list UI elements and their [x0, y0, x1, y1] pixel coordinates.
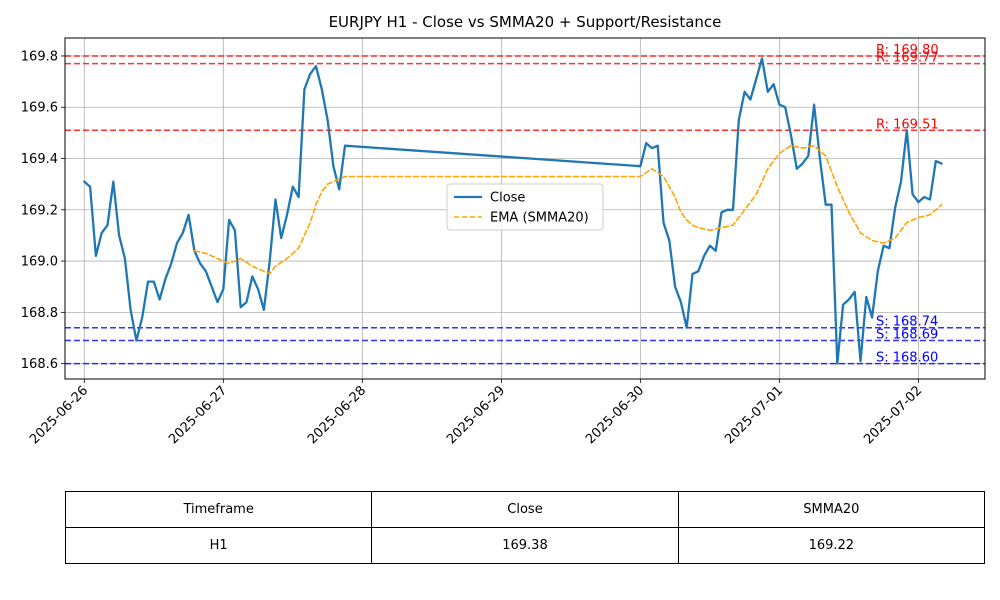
x-tick-label: 2025-06-26 — [27, 383, 91, 447]
y-axis: 168.6 168.8 169.0 169.2 169.4 169.6 169.8 — [21, 49, 65, 372]
chart-svg: EURJPY H1 - Close vs SMMA20 + Support/Re… — [21, 13, 986, 447]
legend-label-smma: EMA (SMMA20) — [490, 211, 589, 226]
table-header-cell: Close — [371, 491, 679, 528]
x-tick-label: 2025-06-27 — [166, 383, 230, 447]
table-header-cell: SMMA20 — [677, 491, 986, 528]
table-cell: H1 — [64, 527, 373, 564]
x-tick-label: 2025-06-28 — [305, 383, 369, 447]
support-label: S: 168.60 — [876, 351, 938, 366]
legend-label-close: Close — [490, 191, 525, 206]
y-tick-label: 169.8 — [21, 49, 58, 64]
legend-box — [446, 183, 604, 231]
y-tick-label: 169.4 — [21, 152, 58, 167]
y-tick-label: 168.8 — [21, 306, 58, 321]
plot-frame — [64, 37, 986, 380]
close-series-line — [83, 57, 943, 365]
table-row: H1 169.38 169.22 — [64, 527, 986, 564]
x-tick-label: 2025-06-29 — [444, 383, 508, 447]
legend: Close EMA (SMMA20) — [446, 183, 604, 231]
smma-series-line — [193, 144, 943, 275]
x-tick-label: 2025-07-02 — [861, 383, 925, 447]
level-labels: R: 169.80R: 169.77R: 169.51S: 168.74S: 1… — [876, 43, 939, 366]
support-label: S: 168.74 — [876, 315, 938, 330]
table-header-cell: Timeframe — [64, 491, 373, 528]
table-cell: 169.22 — [677, 527, 986, 564]
resistance-label: R: 169.51 — [876, 117, 939, 132]
summary-table: Timeframe Close SMMA20 H1 169.38 169.22 — [64, 491, 986, 564]
x-tick-label: 2025-06-30 — [583, 383, 647, 447]
y-tick-label: 169.6 — [21, 101, 58, 116]
x-axis: 2025-06-26 2025-06-27 2025-06-28 2025-06-29… — [27, 379, 925, 447]
y-tick-label: 168.6 — [21, 357, 58, 372]
resistance-label: R: 169.77 — [876, 51, 939, 66]
resistance-label: R: 169.80 — [876, 43, 939, 58]
y-tick-label: 169.2 — [21, 203, 58, 218]
x-tick-label: 2025-07-01 — [722, 383, 786, 447]
support-resistance-lines — [65, 55, 985, 365]
series-lines — [83, 57, 943, 365]
y-tick-label: 169.0 — [21, 255, 58, 270]
table-header-row: Timeframe Close SMMA20 — [64, 491, 986, 528]
table-cell: 169.38 — [371, 527, 679, 564]
chart-title: EURJPY H1 - Close vs SMMA20 + Support/Re… — [329, 13, 722, 31]
support-label: S: 168.69 — [876, 328, 938, 343]
